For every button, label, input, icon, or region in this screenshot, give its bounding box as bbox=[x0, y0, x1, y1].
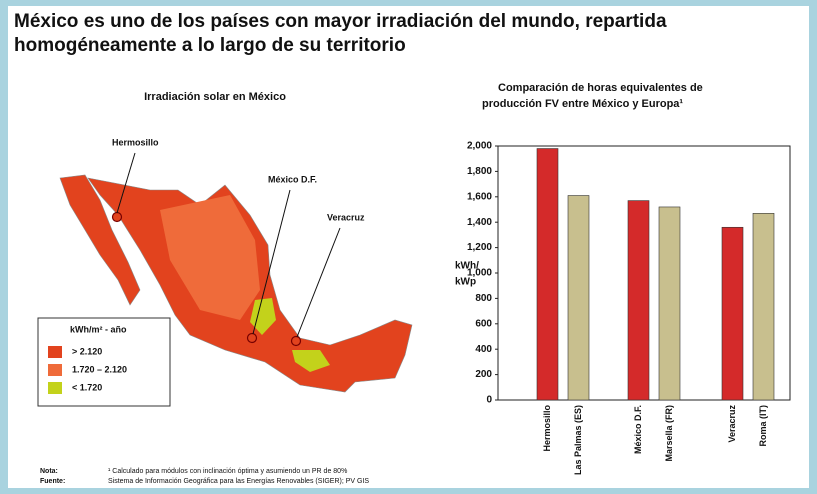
slide-title: México es uno de los países con mayor ir… bbox=[14, 11, 667, 32]
leader-line bbox=[296, 227, 341, 338]
legend-swatch bbox=[48, 346, 62, 358]
x-tick-label: México D.F. bbox=[633, 405, 643, 454]
bar bbox=[721, 226, 744, 401]
legend-label: < 1.720 bbox=[72, 382, 102, 392]
y-axis-label: kWh/ bbox=[455, 261, 479, 272]
bar bbox=[658, 206, 681, 401]
slide-background bbox=[8, 6, 809, 488]
y-tick-label: 800 bbox=[475, 293, 492, 304]
source: Sistema de Información Geográfica para l… bbox=[108, 478, 369, 485]
bar bbox=[752, 213, 775, 401]
y-tick-label: 2,000 bbox=[467, 141, 492, 152]
city-label: México D.F. bbox=[268, 174, 317, 184]
legend-title: kWh/m² - año bbox=[70, 324, 127, 334]
y-tick-label: 1,400 bbox=[467, 217, 492, 228]
bar bbox=[627, 200, 650, 401]
map-title: Irradiación solar en México bbox=[144, 91, 286, 103]
source-label: Fuente: bbox=[40, 478, 65, 485]
x-tick-label: Las Palmas (ES) bbox=[573, 405, 583, 475]
leader-line bbox=[116, 152, 136, 214]
y-tick-label: 1,000 bbox=[467, 268, 492, 279]
x-tick-label: Veracruz bbox=[727, 405, 737, 443]
y-tick-label: 400 bbox=[475, 344, 492, 355]
legend-swatch bbox=[48, 382, 62, 394]
chart-title: Comparación de horas equivalentes de bbox=[498, 82, 703, 94]
city-label: Hermosillo bbox=[112, 137, 159, 147]
map bbox=[59, 152, 413, 393]
leader-line bbox=[252, 189, 291, 335]
bar bbox=[536, 148, 559, 401]
x-tick-label: Roma (IT) bbox=[758, 405, 768, 447]
x-tick-label: Marsella (FR) bbox=[664, 405, 674, 462]
city-marker bbox=[246, 332, 258, 344]
map-region bbox=[292, 350, 330, 372]
chart-title: producción FV entre México y Europa¹ bbox=[482, 98, 683, 110]
city-marker bbox=[111, 211, 123, 223]
note-label: Nota: bbox=[40, 468, 58, 475]
map-region bbox=[160, 195, 260, 320]
slide-title: homogéneamente a lo largo de su territor… bbox=[14, 35, 406, 56]
y-tick-label: 600 bbox=[475, 318, 492, 329]
y-tick-label: 200 bbox=[475, 369, 492, 380]
note: ¹ Calculado para módulos con inclinación… bbox=[108, 468, 347, 475]
legend-label: 1.720 – 2.120 bbox=[72, 364, 127, 374]
y-tick-label: 1,200 bbox=[467, 242, 492, 253]
legend-swatch bbox=[48, 364, 62, 376]
baja-california bbox=[59, 174, 141, 306]
city-label: Veracruz bbox=[327, 212, 365, 222]
map-region bbox=[250, 298, 276, 335]
y-axis-label: kWp bbox=[455, 277, 476, 288]
y-tick-label: 1,600 bbox=[467, 191, 492, 202]
legend-label: > 2.120 bbox=[72, 346, 102, 356]
y-tick-label: 0 bbox=[486, 395, 492, 406]
bar bbox=[567, 195, 590, 401]
y-tick-label: 1,800 bbox=[467, 166, 492, 177]
city-marker bbox=[290, 335, 302, 347]
x-tick-label: Hermosillo bbox=[542, 405, 552, 452]
